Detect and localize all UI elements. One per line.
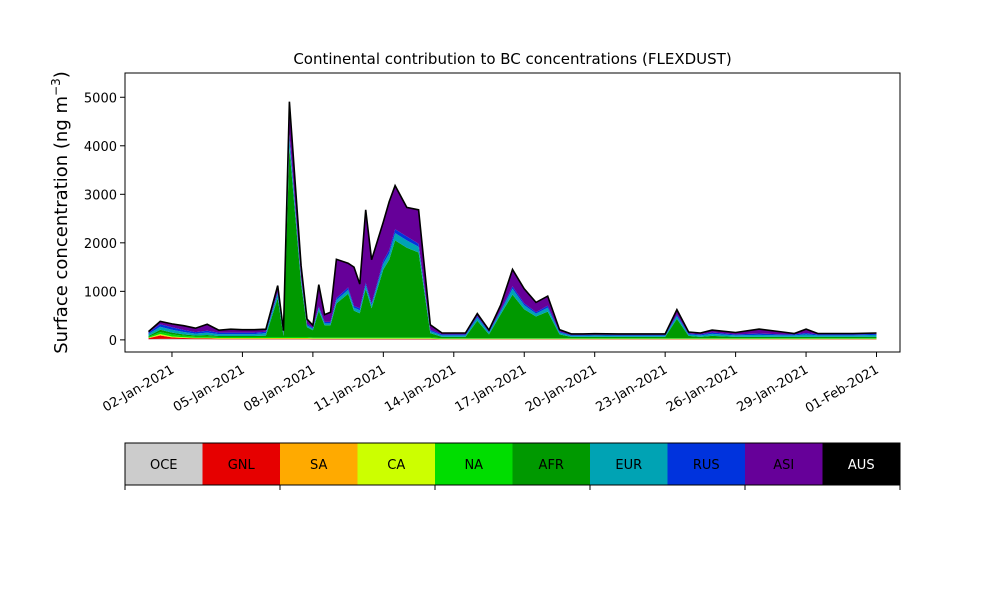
- legend-swatch-rus: [667, 443, 745, 485]
- x-axis: 02-Jan-202105-Jan-202108-Jan-202111-Jan-…: [100, 352, 882, 416]
- plot-area: [147, 101, 877, 340]
- series-area-gnl: [148, 335, 877, 340]
- legend-label-sa: SA: [310, 458, 327, 473]
- legend-label-oce: OCE: [150, 458, 178, 473]
- legend-frame: [124, 442, 901, 486]
- legend-label-asi: ASI: [773, 458, 794, 473]
- legend-label-gnl: GNL: [228, 458, 256, 473]
- legend-label-eur: EUR: [615, 458, 642, 473]
- legend-label-na: NA: [464, 458, 483, 473]
- x-tick-label: 14-Jan-2021: [382, 362, 459, 415]
- x-tick-label: 08-Jan-2021: [241, 362, 318, 415]
- y-axis-label-main: Surface concentration (ng m: [51, 96, 72, 354]
- legend-swatch-sa: [280, 443, 358, 485]
- series-area-ca: [148, 334, 877, 339]
- legend-label-aus: AUS: [848, 458, 875, 473]
- legend-swatch-oce: [125, 443, 203, 485]
- y-axis-label: Surface concentration (ng m−3): [49, 71, 72, 354]
- x-tick-label: 20-Jan-2021: [523, 362, 600, 415]
- legend-swatch-na: [435, 443, 513, 485]
- x-tick-label: 17-Jan-2021: [453, 362, 530, 415]
- legend-label-ca: CA: [387, 458, 405, 473]
- legend-swatch-gnl: [202, 443, 280, 485]
- x-tick-label: 02-Jan-2021: [100, 362, 177, 415]
- y-tick-label: 5000: [84, 91, 117, 106]
- x-tick-label: 11-Jan-2021: [312, 362, 389, 415]
- y-axis-label-exponent: −3: [49, 78, 63, 96]
- legend-swatch-asi: [745, 443, 823, 485]
- series-area-afr: [148, 147, 877, 339]
- total-outline: [147, 101, 877, 335]
- legend: OCE GNL SA CA NA AFR EUR RUS ASI AUS: [124, 442, 901, 490]
- y-axis-label-close: ): [51, 71, 72, 78]
- x-tick-label: 05-Jan-2021: [171, 362, 248, 415]
- legend-swatch-eur: [590, 443, 668, 485]
- legend-swatch-aus: [822, 443, 900, 485]
- y-tick-label: 3000: [84, 188, 117, 203]
- y-tick-label: 0: [109, 334, 117, 349]
- y-axis: 0 1000 2000 3000 4000 5000: [84, 91, 125, 349]
- legend-label-afr: AFR: [539, 458, 564, 473]
- x-tick-label: 29-Jan-2021: [734, 362, 811, 415]
- y-tick-label: 1000: [84, 285, 117, 300]
- y-tick-label: 4000: [84, 140, 117, 155]
- x-tick-label: 23-Jan-2021: [594, 362, 671, 415]
- legend-label-rus: RUS: [693, 458, 720, 473]
- plot-frame: [124, 72, 901, 353]
- x-tick-label: 26-Jan-2021: [664, 362, 741, 415]
- legend-swatch-ca: [357, 443, 435, 485]
- series-area-oce: [148, 338, 877, 340]
- chart-title: Continental contribution to BC concentra…: [293, 50, 731, 68]
- x-tick-label: 01-Feb-2021: [803, 362, 882, 416]
- y-tick-label: 2000: [84, 237, 117, 252]
- legend-swatch-afr: [512, 443, 590, 485]
